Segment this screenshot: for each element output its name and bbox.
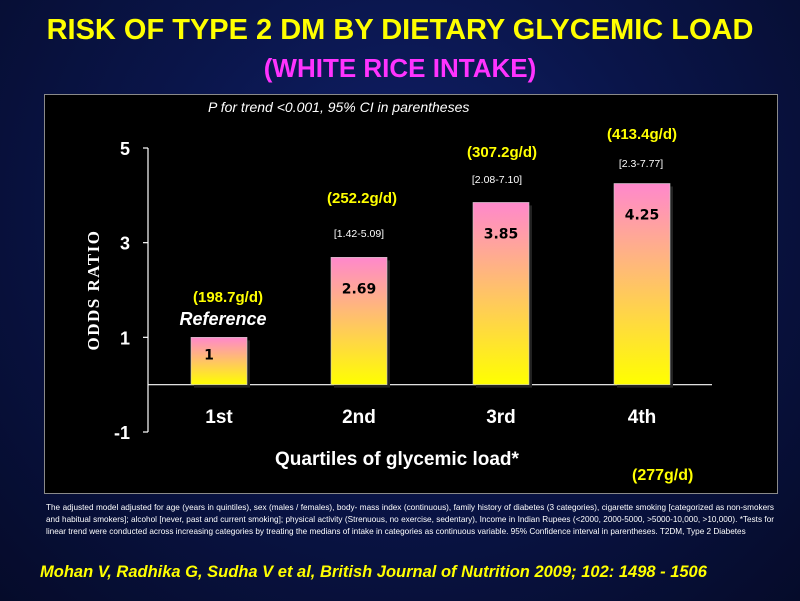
bar-value-label: 1 bbox=[204, 347, 214, 363]
x-tick-label: 4th bbox=[628, 407, 657, 428]
chart-title: RISK OF TYPE 2 DM BY DIETARY GLYCEMIC LO… bbox=[46, 14, 754, 46]
chart-subtitle: (WHITE RICE INTAKE) bbox=[263, 53, 537, 83]
y-axis-label: ODDS RATIO bbox=[84, 229, 103, 351]
extra-intake-note: (277g/d) bbox=[632, 467, 694, 484]
x-tick-label: 2nd bbox=[342, 407, 376, 428]
bar bbox=[330, 257, 388, 385]
x-tick-label: 1st bbox=[205, 407, 233, 428]
bar-value-label: 4.25 bbox=[625, 208, 660, 224]
x-tick-label: 3rd bbox=[486, 407, 516, 428]
citation: Mohan V, Radhika G, Sudha V et al, Briti… bbox=[40, 563, 707, 581]
p-trend-note: P for trend <0.001, 95% CI in parenthese… bbox=[208, 99, 470, 115]
bar bbox=[190, 337, 248, 385]
footnote: The adjusted model adjusted for age (yea… bbox=[46, 503, 774, 536]
bar-value-label: 3.85 bbox=[484, 226, 519, 242]
ci-label: [1.42-5.09] bbox=[334, 228, 384, 240]
x-axis-label: Quartiles of glycemic load* bbox=[275, 449, 519, 470]
intake-label: (413.4g/d) bbox=[607, 126, 677, 143]
intake-label: (252.2g/d) bbox=[327, 190, 397, 207]
y-tick-label: -1 bbox=[114, 423, 130, 443]
bar bbox=[472, 202, 530, 385]
intake-label: (198.7g/d) bbox=[193, 289, 263, 306]
bar bbox=[613, 183, 671, 385]
y-tick-label: 1 bbox=[120, 328, 130, 348]
reference-label: Reference bbox=[179, 309, 266, 329]
bar-value-label: 2.69 bbox=[342, 281, 377, 297]
y-tick-label: 5 bbox=[120, 139, 130, 159]
ci-label: [2.08-7.10] bbox=[472, 174, 522, 186]
ci-label: [2.3-7.77] bbox=[619, 158, 663, 170]
y-tick-label: 3 bbox=[120, 234, 130, 254]
intake-label: (307.2g/d) bbox=[467, 144, 537, 161]
